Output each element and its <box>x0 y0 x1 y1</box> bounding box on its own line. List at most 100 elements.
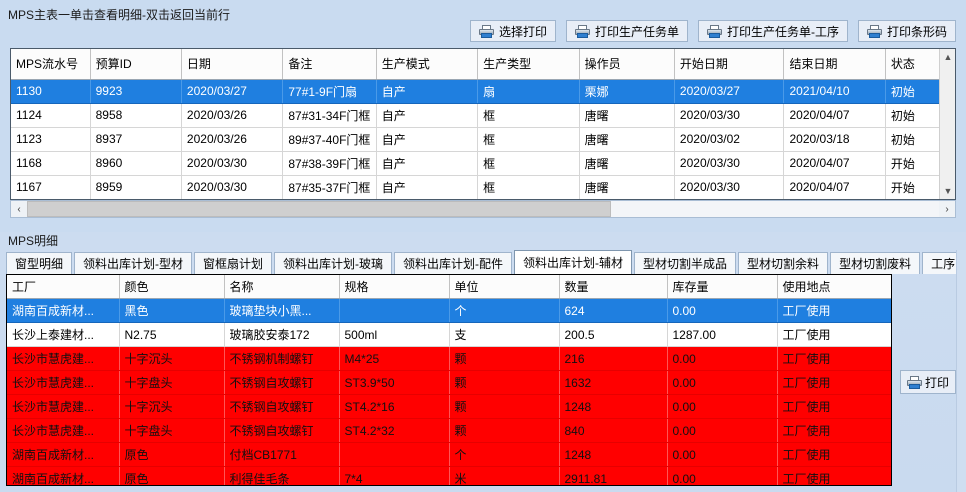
detail-grid-row[interactable]: 长沙市慧虎建... 十字沉头 不锈钢自攻螺钉 ST4.2*16 颗 1248 0.00 工厂使… <box>7 394 891 419</box>
detail-grid-cell[interactable]: 216 <box>559 346 668 371</box>
tab-2[interactable]: 领料出库计划-型材 <box>74 252 193 274</box>
master-grid-cell[interactable]: 87#35-37F门框 <box>282 175 377 199</box>
master-grid-cell[interactable]: 1124 <box>11 103 91 128</box>
detail-grid-cell[interactable]: 2911.81 <box>559 466 668 485</box>
detail-grid-cell[interactable]: 0.00 <box>667 346 778 371</box>
detail-grid-cell[interactable]: 湖南百成新材... <box>7 442 120 467</box>
detail-grid-cell[interactable]: 十字盘头 <box>119 370 225 395</box>
detail-grid-cell[interactable]: 工厂使用 <box>777 322 891 347</box>
scroll-right-arrow-icon[interactable]: › <box>945 203 949 215</box>
toolbar-button-1[interactable]: 选择打印 <box>469 20 556 42</box>
detail-grid-cell[interactable]: 0.00 <box>667 418 778 443</box>
detail-grid-cell[interactable]: 湖南百成新材... <box>7 466 120 485</box>
master-grid-cell[interactable]: 2020/03/18 <box>783 127 886 152</box>
master-grid-cell[interactable]: 89#37-40F门框 <box>282 127 377 152</box>
master-grid-cell[interactable]: 2020/03/30 <box>674 175 785 199</box>
detail-print-button[interactable]: 打印 <box>900 370 957 394</box>
master-grid-row[interactable]: 1168 8960 2020/03/30 87#38-39F门框 自产框唐曙 2020/0… <box>11 151 955 176</box>
detail-grid-cell[interactable]: 利得佳毛条 <box>224 466 340 485</box>
detail-grid-cell[interactable]: 湖南百成新材... <box>7 298 120 323</box>
master-grid-cell[interactable]: 9923 <box>90 79 182 104</box>
master-grid-cell[interactable]: 栗娜 <box>579 79 675 104</box>
detail-grid-cell[interactable]: 原色 <box>119 442 225 467</box>
master-grid-cell[interactable]: 8959 <box>90 175 182 199</box>
detail-grid-cell[interactable]: 不锈钢机制螺钉 <box>224 346 340 371</box>
detail-grid[interactable]: 工厂 颜色 名称 规格 单位 数量 库存量 使用地点 湖南百成新材... 黑色 玻璃垫块小黑...… <box>6 274 892 486</box>
detail-grid-row[interactable]: 湖南百成新材... 原色 付档CB1771 个 1248 0.00 工厂使用 <box>7 442 891 467</box>
detail-grid-cell[interactable]: 工厂使用 <box>777 418 891 443</box>
detail-grid-cell[interactable]: 颗 <box>449 346 560 371</box>
horizontal-scroll-thumb[interactable] <box>27 201 611 217</box>
master-grid-cell[interactable]: 1167 <box>11 175 91 199</box>
scroll-down-arrow-icon[interactable]: ▼ <box>940 183 955 199</box>
detail-grid-cell[interactable]: 个 <box>449 298 560 323</box>
detail-grid-cell[interactable]: 0.00 <box>667 370 778 395</box>
detail-grid-cell[interactable]: 不锈钢自攻螺钉 <box>224 370 340 395</box>
detail-grid-cell[interactable]: 颗 <box>449 394 560 419</box>
detail-grid-row[interactable]: 长沙市慧虎建... 十字沉头 不锈钢机制螺钉 M4*25 颗 216 0.00 工厂使用 <box>7 346 891 371</box>
master-grid-cell[interactable]: 框 <box>477 175 580 199</box>
detail-grid-cell[interactable]: 黑色 <box>119 298 225 323</box>
tab-10[interactable]: 工序 <box>922 252 965 274</box>
master-column-header[interactable]: 操作员 <box>579 49 675 80</box>
master-column-header[interactable]: MPS流水号 <box>11 49 91 80</box>
detail-grid-cell[interactable]: 十字沉头 <box>119 346 225 371</box>
detail-grid-cell[interactable]: 长沙市慧虎建... <box>7 418 120 443</box>
detail-grid-cell[interactable]: 0.00 <box>667 394 778 419</box>
master-grid-cell[interactable]: 87#31-34F门框 <box>282 103 377 128</box>
detail-grid-cell[interactable]: ST3.9*50 <box>339 370 450 395</box>
master-grid-cell[interactable]: 唐曙 <box>579 127 675 152</box>
scroll-up-arrow-icon[interactable]: ▲ <box>940 49 955 65</box>
detail-grid-cell[interactable]: 1287.00 <box>667 322 778 347</box>
detail-grid-cell[interactable]: 工厂使用 <box>777 394 891 419</box>
detail-grid-row[interactable]: 湖南百成新材... 黑色 玻璃垫块小黑... 个 624 0.00 工厂使用 <box>7 298 891 323</box>
detail-grid-cell[interactable]: 付档CB1771 <box>224 442 340 467</box>
master-grid-cell[interactable]: 87#38-39F门框 <box>282 151 377 176</box>
master-grid-cell[interactable]: 2020/04/07 <box>783 103 886 128</box>
detail-grid-cell[interactable]: 840 <box>559 418 668 443</box>
detail-grid-row[interactable]: 长沙市慧虎建... 十字盘头 不锈钢自攻螺钉 ST4.2*32 颗 840 0.00 工厂使用 <box>7 418 891 443</box>
master-grid-cell[interactable]: 2020/03/26 <box>181 103 284 128</box>
detail-grid-row[interactable]: 长沙上泰建材... N2.75 玻璃胶安泰172 500ml 支 200.5 1287.00… <box>7 322 891 347</box>
master-grid-row[interactable]: 1130 9923 2020/03/27 77#1-9F门扇 自产扇栗娜 2020/03/… <box>11 79 955 104</box>
master-grid-cell[interactable]: 自产 <box>376 103 479 128</box>
detail-grid-cell[interactable]: 200.5 <box>559 322 668 347</box>
detail-column-header[interactable]: 颜色 <box>119 275 225 299</box>
detail-grid-cell[interactable]: 工厂使用 <box>777 346 891 371</box>
master-grid-cell[interactable]: 2020/03/30 <box>674 151 785 176</box>
master-grid-row[interactable]: 1167 8959 2020/03/30 87#35-37F门框 自产框唐曙 2020/0… <box>11 175 955 199</box>
master-column-header[interactable]: 生产类型 <box>477 49 580 80</box>
master-grid-vertical-scrollbar[interactable]: ▲ ▼ <box>939 49 955 199</box>
detail-grid-cell[interactable]: 0.00 <box>667 466 778 485</box>
master-grid-cell[interactable]: 8958 <box>90 103 182 128</box>
master-grid-cell[interactable]: 2020/04/07 <box>783 151 886 176</box>
tab-7[interactable]: 型材切割半成品 <box>634 252 737 274</box>
detail-grid-cell[interactable]: 500ml <box>339 322 450 347</box>
detail-grid-cell[interactable]: 长沙上泰建材... <box>7 322 120 347</box>
master-grid-cell[interactable]: 唐曙 <box>579 151 675 176</box>
detail-grid-cell[interactable]: 米 <box>449 466 560 485</box>
detail-column-header[interactable]: 库存量 <box>667 275 778 299</box>
detail-column-header[interactable]: 工厂 <box>7 275 120 299</box>
tab-5[interactable]: 领料出库计划-配件 <box>394 252 513 274</box>
master-grid-cell[interactable]: 1130 <box>11 79 91 104</box>
detail-grid-cell[interactable]: 工厂使用 <box>777 370 891 395</box>
detail-grid-cell[interactable]: N2.75 <box>119 322 225 347</box>
detail-grid-cell[interactable]: 624 <box>559 298 668 323</box>
tab-8[interactable]: 型材切割余料 <box>738 252 829 274</box>
master-grid-cell[interactable]: 框 <box>477 127 580 152</box>
detail-column-header[interactable]: 规格 <box>339 275 450 299</box>
detail-grid-cell[interactable]: 不锈钢自攻螺钉 <box>224 394 340 419</box>
detail-grid-cell[interactable]: ST4.2*16 <box>339 394 450 419</box>
master-grid-cell[interactable]: 自产 <box>376 175 479 199</box>
detail-grid-cell[interactable]: 个 <box>449 442 560 467</box>
detail-grid-cell[interactable]: 十字沉头 <box>119 394 225 419</box>
tab-6[interactable]: 领料出库计划-辅材 <box>514 250 633 274</box>
detail-column-header[interactable]: 数量 <box>559 275 668 299</box>
detail-grid-cell[interactable]: 长沙市慧虎建... <box>7 394 120 419</box>
master-grid[interactable]: MPS流水号 预算ID 日期 备注 生产模式 生产类型 操作员 开始日期 结束日期 状态 1130… <box>10 48 956 200</box>
detail-grid-cell[interactable]: 工厂使用 <box>777 466 891 485</box>
master-grid-cell[interactable]: 1168 <box>11 151 91 176</box>
detail-grid-cell[interactable]: 玻璃胶安泰172 <box>224 322 340 347</box>
master-column-header[interactable]: 结束日期 <box>783 49 886 80</box>
